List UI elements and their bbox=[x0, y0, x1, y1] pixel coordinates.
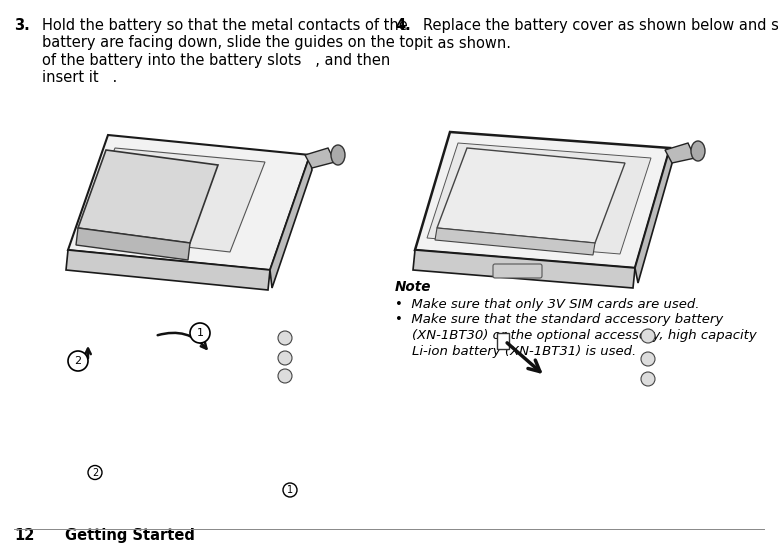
Text: 1: 1 bbox=[287, 485, 293, 495]
Circle shape bbox=[641, 329, 655, 343]
Polygon shape bbox=[80, 148, 265, 252]
Polygon shape bbox=[413, 250, 635, 288]
Polygon shape bbox=[665, 143, 695, 163]
Circle shape bbox=[278, 331, 292, 345]
Polygon shape bbox=[305, 148, 335, 168]
Polygon shape bbox=[497, 333, 509, 349]
Text: 4.: 4. bbox=[395, 18, 411, 33]
Polygon shape bbox=[78, 150, 218, 243]
Text: Hold the battery so that the metal contacts of the: Hold the battery so that the metal conta… bbox=[42, 18, 408, 33]
Text: (XN-1BT30) or the optional accessory, high capacity: (XN-1BT30) or the optional accessory, hi… bbox=[395, 329, 757, 342]
Text: 2: 2 bbox=[92, 467, 98, 478]
Text: Li-ion battery (XN-1BT31) is used.: Li-ion battery (XN-1BT31) is used. bbox=[395, 344, 636, 358]
Circle shape bbox=[278, 351, 292, 365]
Polygon shape bbox=[635, 148, 673, 283]
Polygon shape bbox=[66, 250, 270, 290]
Circle shape bbox=[68, 351, 88, 371]
Text: Replace the battery cover as shown below and slide: Replace the battery cover as shown below… bbox=[423, 18, 778, 33]
Text: •  Make sure that only 3V SIM cards are used.: • Make sure that only 3V SIM cards are u… bbox=[395, 298, 699, 311]
Polygon shape bbox=[437, 148, 625, 243]
Polygon shape bbox=[68, 135, 310, 270]
Ellipse shape bbox=[691, 141, 705, 161]
Ellipse shape bbox=[331, 145, 345, 165]
Circle shape bbox=[641, 372, 655, 386]
Text: 2: 2 bbox=[75, 356, 82, 366]
Text: 1: 1 bbox=[197, 328, 204, 338]
Text: 12: 12 bbox=[14, 528, 34, 543]
Text: it as shown.: it as shown. bbox=[423, 35, 511, 51]
Text: 3.: 3. bbox=[14, 18, 30, 33]
Polygon shape bbox=[427, 143, 651, 254]
Text: Getting Started: Getting Started bbox=[65, 528, 194, 543]
Circle shape bbox=[190, 323, 210, 343]
Circle shape bbox=[641, 352, 655, 366]
Text: insert it   .: insert it . bbox=[42, 71, 117, 85]
Text: Note: Note bbox=[395, 280, 432, 294]
Circle shape bbox=[278, 369, 292, 383]
Text: •  Make sure that the standard accessory battery: • Make sure that the standard accessory … bbox=[395, 314, 724, 327]
Polygon shape bbox=[270, 155, 312, 288]
Polygon shape bbox=[415, 132, 670, 268]
Text: of the battery into the battery slots   , and then: of the battery into the battery slots , … bbox=[42, 53, 391, 68]
Text: battery are facing down, slide the guides on the top: battery are facing down, slide the guide… bbox=[42, 35, 423, 51]
Polygon shape bbox=[435, 228, 595, 255]
FancyBboxPatch shape bbox=[493, 264, 542, 278]
Polygon shape bbox=[76, 228, 190, 260]
